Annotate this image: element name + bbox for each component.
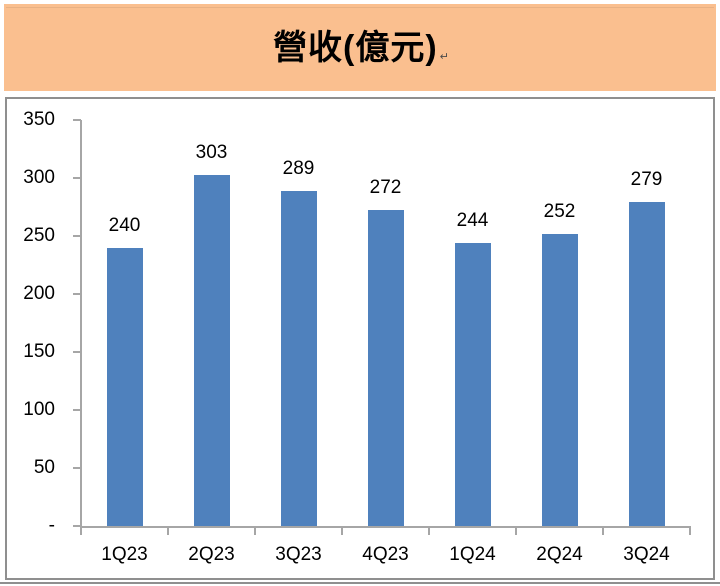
x-axis-tick-label: 1Q23 xyxy=(101,544,148,565)
y-axis-tick xyxy=(73,235,81,237)
x-axis-tick-label: 1Q24 xyxy=(449,544,496,565)
x-axis-tick xyxy=(254,528,256,535)
y-axis-tick xyxy=(73,177,81,179)
y-axis-tick xyxy=(73,409,81,411)
x-axis-tick xyxy=(341,528,343,535)
y-axis-tick-label: 200 xyxy=(23,283,55,304)
bar-value-label: 303 xyxy=(195,141,228,163)
bar[interactable] xyxy=(280,190,317,526)
x-axis-tick-label: 2Q23 xyxy=(188,544,235,565)
bar-value-label: 252 xyxy=(543,200,576,222)
y-axis-tick xyxy=(73,525,81,527)
bar[interactable] xyxy=(541,233,578,526)
page-bottom-border xyxy=(0,582,720,584)
x-axis-tick xyxy=(428,528,430,535)
x-axis-tick-label: 2Q24 xyxy=(536,544,583,565)
bar[interactable] xyxy=(106,247,143,526)
bar[interactable] xyxy=(367,210,404,526)
x-axis-tick-label: 3Q23 xyxy=(275,544,322,565)
y-axis-tick xyxy=(73,467,81,469)
x-axis-tick xyxy=(167,528,169,535)
x-axis-tick-label: 3Q24 xyxy=(623,544,670,565)
y-axis-tick-label: 350 xyxy=(23,109,55,130)
x-axis-tick xyxy=(689,528,691,535)
y-axis-line xyxy=(80,120,82,528)
y-axis-tick-label: 300 xyxy=(23,167,55,188)
chart-plot-area: 350 300 250 200 150 100 50 - 240 1Q23 303 2Q23 289 3Q… xyxy=(5,97,715,580)
bar-value-label: 240 xyxy=(108,214,141,236)
y-axis-tick xyxy=(73,119,81,121)
x-axis-tick-label: 4Q23 xyxy=(362,544,409,565)
paragraph-mark-icon: ↵ xyxy=(439,51,449,63)
chart-title: 營收(億元) xyxy=(273,28,438,67)
bar[interactable] xyxy=(454,242,491,526)
y-axis-tick xyxy=(73,351,81,353)
x-axis-tick xyxy=(80,528,82,535)
bar-value-label: 289 xyxy=(282,157,315,179)
y-axis-tick-label: 250 xyxy=(23,225,55,246)
y-axis-tick-label: 50 xyxy=(33,457,55,478)
y-axis-tick-label: - xyxy=(48,515,55,536)
y-axis-tick-label: 100 xyxy=(23,399,55,420)
x-axis-line xyxy=(80,526,691,528)
x-axis-tick xyxy=(602,528,604,535)
bar-value-label: 279 xyxy=(630,169,663,191)
y-axis-tick xyxy=(73,293,81,295)
bar[interactable] xyxy=(193,174,230,526)
x-axis-tick xyxy=(515,528,517,535)
bar[interactable] xyxy=(628,202,665,526)
bar-value-label: 244 xyxy=(456,209,489,231)
bar-value-label: 272 xyxy=(369,177,402,199)
chart-title-band: 營收(億元) ↵ xyxy=(4,4,716,91)
y-axis-tick-label: 150 xyxy=(23,341,55,362)
